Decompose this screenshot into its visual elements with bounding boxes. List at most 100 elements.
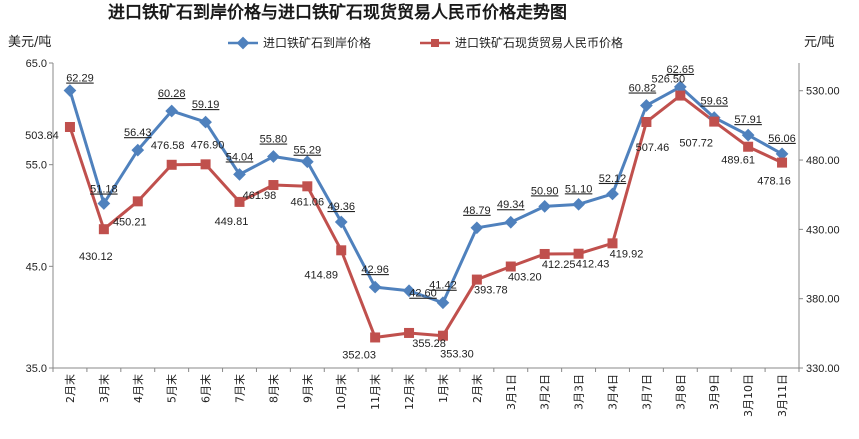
- rmb-price-point: [64, 121, 75, 132]
- rmb-price-point: [234, 196, 245, 207]
- category-label: 10月末: [334, 374, 348, 410]
- rmb-price-label: 352.03: [342, 349, 376, 361]
- cif-price-point: [470, 221, 484, 235]
- legend-item-rmb-price: 进口铁矿石现货贸易人民币价格: [420, 35, 623, 50]
- cif-price-label: 56.43: [124, 127, 152, 139]
- data-labels: 62.29 51.18 56.43 60.28 59.19 54.04 55.80 55.29…: [25, 64, 796, 362]
- cif-price-point: [199, 115, 212, 129]
- rmb-price-point: [573, 248, 584, 259]
- cif-price-point: [436, 296, 450, 310]
- category-label: 3月1日: [505, 374, 518, 410]
- legend-marker-rmb: [431, 39, 439, 47]
- rmb-price-point: [200, 159, 211, 170]
- left-tick-label: 45.0: [26, 261, 47, 273]
- category-label: 9月末: [300, 374, 314, 403]
- cif-price-label: 59.19: [192, 99, 220, 111]
- cif-price-label: 62.29: [66, 73, 94, 85]
- cif-price-label: 57.91: [734, 114, 762, 126]
- rmb-price-point: [98, 224, 109, 235]
- category-label: 5月末: [165, 374, 179, 403]
- cif-price-point: [131, 143, 145, 157]
- rmb-price-label: 507.72: [679, 138, 713, 150]
- category-label: 3月2日: [539, 374, 552, 410]
- right-tick-label: 480.00: [806, 155, 840, 167]
- left-tick-label: 65.0: [26, 58, 47, 70]
- rmb-price-label: 476.58: [151, 140, 185, 152]
- markers: [63, 80, 789, 343]
- right-axis-unit: 元/吨: [804, 35, 834, 50]
- left-axis-unit: 美元/吨: [8, 35, 51, 50]
- category-label: 3月7日: [640, 374, 653, 410]
- category-label: 3月4日: [607, 374, 620, 410]
- rmb-price-label: 461.98: [243, 190, 277, 202]
- rmb-price-label: 393.78: [474, 285, 508, 297]
- category-label: 3月11日: [776, 374, 789, 417]
- cif-price-point: [640, 99, 653, 112]
- rmb-price-label: 526.50: [651, 74, 685, 86]
- rmb-price-label: 478.16: [757, 176, 791, 188]
- cif-price-label: 50.90: [531, 185, 559, 197]
- rmb-price-label: 450.21: [113, 216, 147, 228]
- right-tick-label: 380.00: [806, 294, 840, 306]
- cif-price-point: [63, 84, 77, 97]
- cif-price-point: [267, 150, 280, 163]
- rmb-price-label: 355.28: [412, 338, 446, 350]
- cif-price-point: [165, 104, 179, 118]
- rmb-price-point: [607, 238, 618, 249]
- cif-price-point: [572, 197, 585, 211]
- category-label: 3月9日: [708, 374, 721, 410]
- cif-price-point: [402, 284, 416, 298]
- cif-price-point: [606, 187, 619, 201]
- category-label: 6月末: [199, 374, 213, 403]
- series-lines: [68, 85, 783, 339]
- cif-price-point: [97, 197, 111, 210]
- right-tick-label: 330.00: [806, 363, 840, 375]
- rmb-price-label: 461.06: [290, 196, 324, 208]
- category-label: 3月10日: [742, 374, 755, 417]
- cif-price-label: 54.04: [226, 151, 254, 163]
- axes: 35.0 45.0 55.0 65.0 330.00 380.00 430.00 480.00…: [26, 58, 840, 375]
- rmb-price-label: 430.12: [79, 251, 113, 263]
- rmb-price-point: [336, 245, 347, 256]
- left-tick-label: 55.0: [26, 160, 47, 172]
- cif-price-point: [300, 155, 314, 169]
- legend-label-cif: 进口铁矿石到岸价格: [263, 35, 371, 50]
- rmb-price-label: 403.20: [508, 272, 542, 284]
- cif-price-label: 42.96: [361, 264, 389, 276]
- rmb-price-label: 419.92: [610, 248, 644, 260]
- category-label: 2月末: [470, 374, 484, 403]
- cif-price-label: 51.10: [565, 183, 593, 195]
- category-label: 3月8日: [674, 374, 687, 410]
- category-label: 1月末: [436, 374, 450, 403]
- cif-price-label: 51.18: [90, 184, 118, 196]
- rmb-price-label: 489.61: [721, 155, 755, 167]
- rmb-price-label: 503.84: [25, 130, 59, 142]
- cif-price-label: 60.82: [629, 82, 657, 94]
- rmb-price-point: [539, 248, 550, 259]
- cif-price-label: 56.06: [768, 133, 796, 145]
- cif-price-label: 62.65: [667, 64, 695, 76]
- rmb-price-point: [132, 196, 143, 207]
- cif-price-point: [538, 199, 552, 213]
- rmb-price-point: [302, 181, 313, 192]
- rmb-price-label: 449.81: [215, 216, 249, 228]
- rmb-price-label: 412.25: [542, 259, 576, 271]
- rmb-price-point: [505, 261, 516, 272]
- rmb-price-point: [166, 159, 177, 170]
- rmb-price-point: [641, 116, 652, 127]
- category-label: 8月末: [266, 374, 280, 403]
- rmb-price-point: [437, 330, 448, 341]
- category-label: 4月末: [131, 374, 145, 403]
- category-label: 3月末: [97, 374, 111, 403]
- legend: 进口铁矿石到岸价格 进口铁矿石现货贸易人民币价格: [228, 35, 623, 50]
- rmb-price-point: [404, 327, 415, 338]
- legend-label-rmb: 进口铁矿石现货贸易人民币价格: [455, 35, 623, 50]
- category-label: 7月末: [233, 374, 247, 403]
- right-tick-label: 530.00: [806, 86, 840, 98]
- cif-price-label: 41.42: [429, 280, 457, 292]
- cif-price-label: 49.36: [327, 201, 355, 213]
- legend-marker-cif: [236, 36, 250, 50]
- rmb-price-point: [743, 141, 754, 152]
- category-label: 12月末: [402, 374, 416, 410]
